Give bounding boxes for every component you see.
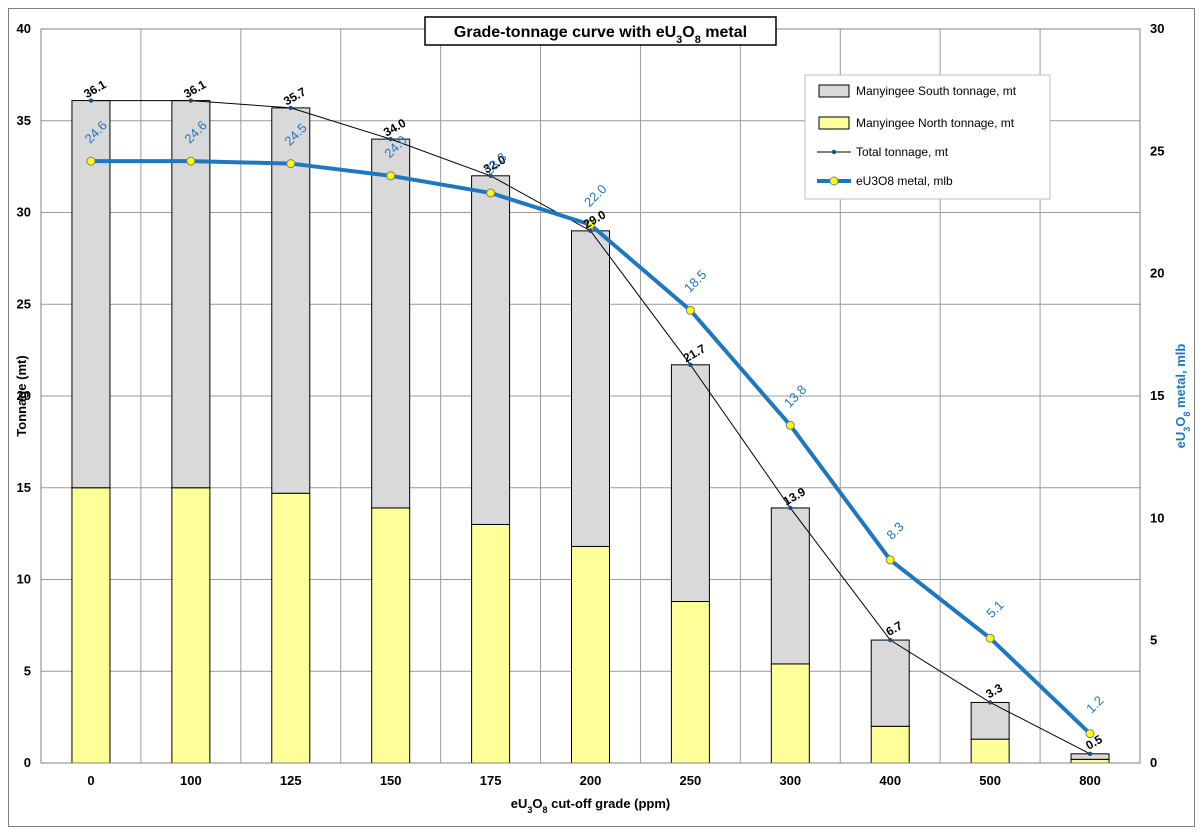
chart-title-box: Grade-tonnage curve with eU3O8 metal <box>424 16 777 46</box>
total-tonnage-marker <box>88 98 94 103</box>
legend-label: eU3O8 metal, mlb <box>856 174 953 188</box>
total-tonnage-marker <box>188 98 194 103</box>
y-tick-label: 20 <box>17 388 31 403</box>
metal-marker <box>586 220 595 230</box>
legend-swatch-south <box>818 84 850 98</box>
legend-swatch-north <box>818 116 850 130</box>
metal-marker <box>486 188 496 198</box>
legend-label: Manyingee North tonnage, mt <box>856 116 1015 130</box>
y-tick-label: 25 <box>17 296 31 311</box>
bar-north <box>371 507 411 764</box>
bar-north <box>171 487 211 764</box>
x-tick-label: 800 <box>1079 773 1101 788</box>
bar-north <box>670 601 710 764</box>
metal-marker <box>685 305 695 315</box>
lines <box>86 98 1095 757</box>
total-tonnage-marker <box>388 136 393 142</box>
x-tick-label: 400 <box>879 773 901 788</box>
bar-south <box>471 175 511 525</box>
bar-south <box>970 701 1010 740</box>
bar-north <box>571 545 610 764</box>
bar-north <box>870 725 910 764</box>
legend-label: Manyingee South tonnage, mt <box>856 84 1017 98</box>
y2-tick-label: 10 <box>1150 510 1164 525</box>
title-box <box>424 16 777 46</box>
x-tick-label: 0 <box>87 773 94 788</box>
chart-title: Grade-tonnage curve with eU3O8 metal <box>454 24 747 46</box>
metal-marker <box>785 420 795 430</box>
y-axis-title: Tonnage (mt) <box>14 355 29 436</box>
total-tonnage-marker <box>888 637 893 643</box>
bar-south <box>371 138 411 509</box>
total-tonnage-marker <box>788 505 793 511</box>
bar-south <box>670 364 710 603</box>
x-tick-label: 300 <box>779 773 801 788</box>
total-tonnage-marker <box>1087 751 1093 757</box>
total-tonnage-marker <box>288 105 293 111</box>
bar-north <box>770 663 810 764</box>
metal-marker <box>386 171 396 181</box>
y-tick-label: 0 <box>24 755 31 770</box>
total-tonnage-marker <box>688 362 693 368</box>
x-tick-label: 150 <box>380 773 402 788</box>
y2-tick-label: 25 <box>1150 143 1164 158</box>
legend-marker-metal <box>829 176 839 186</box>
bar-south <box>770 507 810 665</box>
bar-south <box>870 639 910 727</box>
metal-marker <box>885 555 895 565</box>
y2-tick-label: 0 <box>1150 755 1157 770</box>
bar-north <box>271 492 311 764</box>
y-tick-label: 35 <box>17 113 31 128</box>
y-tick-label: 5 <box>24 663 31 678</box>
legend: Manyingee South tonnage, mt Manyingee Nor… <box>804 74 1051 200</box>
total-tonnage-marker <box>588 228 593 234</box>
metal-marker <box>985 633 995 643</box>
bars <box>71 100 1110 764</box>
x-tick-label: 100 <box>180 773 202 788</box>
bar-north <box>970 738 1010 764</box>
x-tick-label: 250 <box>680 773 702 788</box>
metal-marker <box>186 156 196 166</box>
metal-marker <box>1085 729 1095 739</box>
metal-marker <box>286 159 296 169</box>
legend-marker-total <box>831 149 837 155</box>
y-tick-label: 30 <box>17 205 31 220</box>
x-tick-label: 175 <box>480 773 502 788</box>
total-tonnage-marker <box>488 173 493 178</box>
x-tick-label: 500 <box>979 773 1001 788</box>
bar-north <box>71 487 111 764</box>
x-tick-label: 125 <box>280 773 302 788</box>
bar-south <box>571 230 610 547</box>
y2-axis-title: eU3O8 metal, mlb <box>1173 344 1192 449</box>
y-tick-label: 15 <box>17 480 31 495</box>
y-tick-label: 10 <box>17 572 31 587</box>
x-tick-label: 200 <box>580 773 602 788</box>
bar-north <box>471 523 511 764</box>
bar-north <box>1070 758 1110 764</box>
y-tick-label: 40 <box>17 21 31 36</box>
bar-south <box>271 107 311 494</box>
y2-tick-label: 15 <box>1150 388 1164 403</box>
y2-tick-label: 5 <box>1150 633 1157 648</box>
metal-marker <box>86 156 96 166</box>
y2-tick-label: 30 <box>1150 21 1164 36</box>
total-tonnage-marker <box>987 700 993 705</box>
y2-tick-label: 20 <box>1150 266 1164 281</box>
legend-label: Total tonnage, mt <box>856 145 949 159</box>
x-axis-title: eU3O8 cut-off grade (ppm) <box>511 796 671 815</box>
